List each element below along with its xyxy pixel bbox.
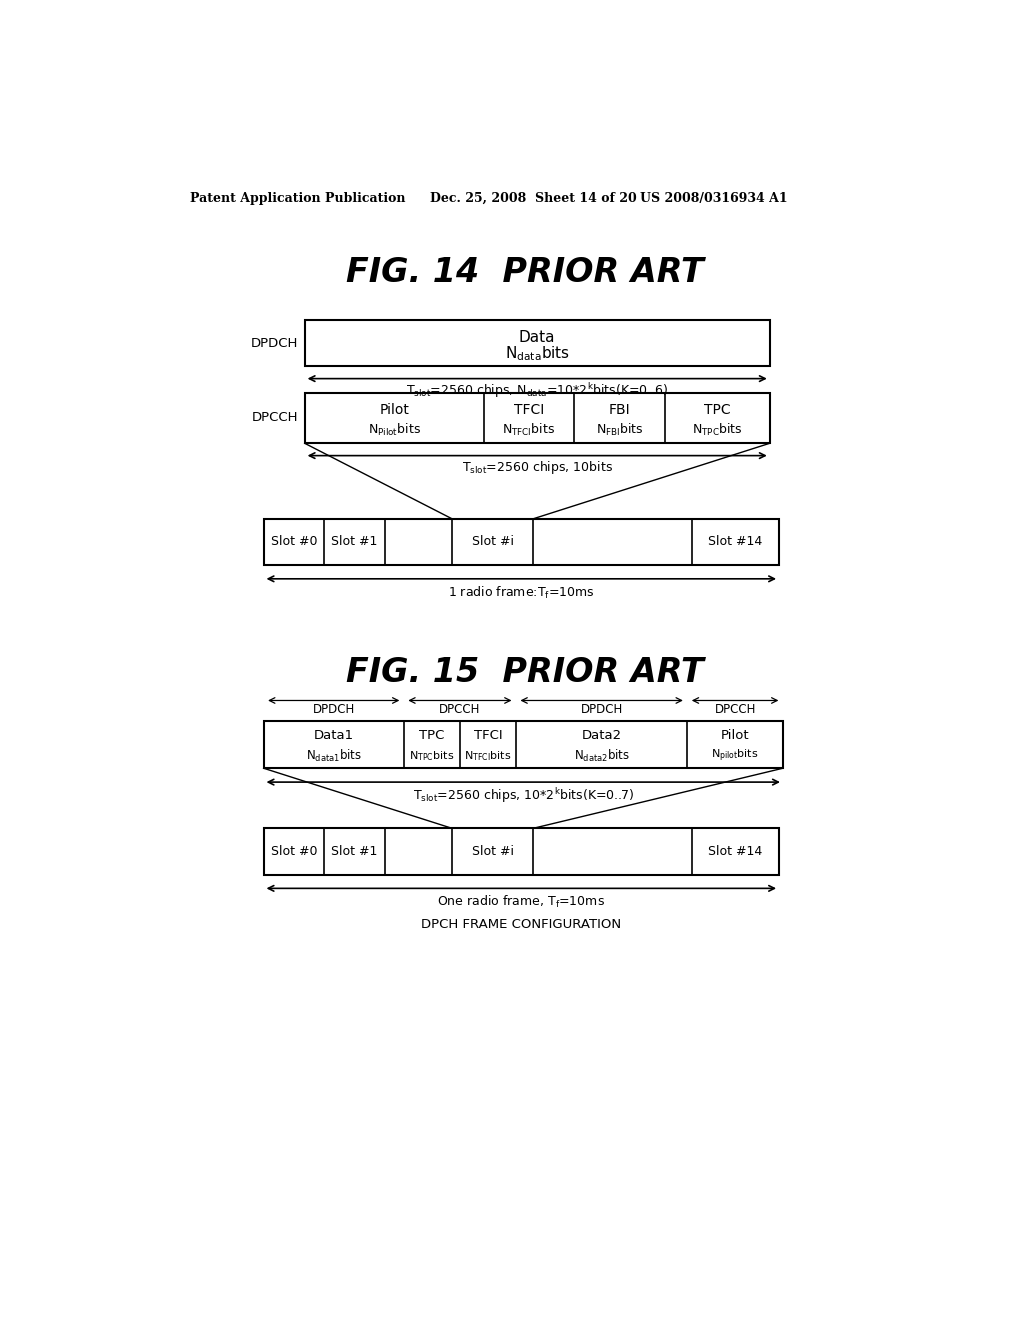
- Text: N$_{\mathregular{data2}}$bits: N$_{\mathregular{data2}}$bits: [573, 748, 630, 764]
- Text: FBI: FBI: [609, 403, 631, 417]
- Text: Slot #i: Slot #i: [472, 536, 514, 548]
- Text: T$_{\mathregular{slot}}$=2560 chips, 10bits: T$_{\mathregular{slot}}$=2560 chips, 10b…: [462, 459, 612, 477]
- Text: N$_{\mathregular{FBI}}$bits: N$_{\mathregular{FBI}}$bits: [596, 422, 643, 438]
- Text: DPCH FRAME CONFIGURATION: DPCH FRAME CONFIGURATION: [421, 917, 622, 931]
- Text: 1 radio frame:T$_{\mathregular{f}}$=10ms: 1 radio frame:T$_{\mathregular{f}}$=10ms: [447, 585, 595, 601]
- Text: Data: Data: [519, 330, 555, 345]
- Text: FIG. 15  PRIOR ART: FIG. 15 PRIOR ART: [346, 656, 703, 689]
- Text: FIG. 14  PRIOR ART: FIG. 14 PRIOR ART: [346, 256, 703, 289]
- Text: Slot #14: Slot #14: [709, 536, 763, 548]
- Text: Data2: Data2: [582, 730, 622, 742]
- Text: N$_{\mathregular{TFCI}}$bits: N$_{\mathregular{TFCI}}$bits: [464, 748, 512, 763]
- Text: Slot #i: Slot #i: [472, 845, 514, 858]
- Bar: [305, 393, 770, 444]
- Bar: [263, 519, 779, 565]
- Text: TPC: TPC: [419, 730, 444, 742]
- Text: Data1: Data1: [313, 730, 353, 742]
- Text: N$_{\mathregular{TFCI}}$bits: N$_{\mathregular{TFCI}}$bits: [503, 422, 556, 438]
- Bar: [263, 721, 783, 768]
- Text: DPCCH: DPCCH: [252, 412, 299, 425]
- Text: N$_{\mathregular{data}}$bits: N$_{\mathregular{data}}$bits: [505, 345, 569, 363]
- Text: DPDCH: DPDCH: [251, 337, 299, 350]
- Text: TFCI: TFCI: [474, 730, 502, 742]
- Text: DPCCH: DPCCH: [715, 704, 756, 717]
- Text: T$_{\mathregular{slot}}$=2560 chips, N$_{\mathregular{data}}$=10*2$^{\mathregula: T$_{\mathregular{slot}}$=2560 chips, N$_…: [406, 381, 669, 400]
- Text: Patent Application Publication: Patent Application Publication: [190, 191, 406, 205]
- Text: Slot #0: Slot #0: [270, 845, 317, 858]
- Text: Slot #14: Slot #14: [709, 845, 763, 858]
- Text: TFCI: TFCI: [514, 403, 544, 417]
- Text: N$_{\mathregular{TPC}}$bits: N$_{\mathregular{TPC}}$bits: [692, 422, 742, 438]
- Text: Slot #1: Slot #1: [331, 845, 378, 858]
- Text: Pilot: Pilot: [379, 403, 410, 417]
- Text: Pilot: Pilot: [721, 730, 750, 742]
- Text: N$_{\mathregular{pilot}}$bits: N$_{\mathregular{pilot}}$bits: [712, 747, 759, 764]
- Text: One radio frame, T$_{\mathregular{f}}$=10ms: One radio frame, T$_{\mathregular{f}}$=1…: [437, 894, 605, 911]
- Text: N$_{\mathregular{data1}}$bits: N$_{\mathregular{data1}}$bits: [306, 748, 361, 764]
- Bar: [263, 829, 779, 875]
- Text: N$_{\mathregular{TPC}}$bits: N$_{\mathregular{TPC}}$bits: [410, 748, 455, 763]
- Text: DPDCH: DPDCH: [581, 704, 623, 717]
- Text: T$_{\mathregular{slot}}$=2560 chips, 10*2$^{\mathregular{k}}$bits(K=0..7): T$_{\mathregular{slot}}$=2560 chips, 10*…: [413, 785, 634, 805]
- Text: DPDCH: DPDCH: [312, 704, 355, 717]
- Text: US 2008/0316934 A1: US 2008/0316934 A1: [640, 191, 787, 205]
- Text: DPCCH: DPCCH: [439, 704, 480, 717]
- Text: Slot #1: Slot #1: [331, 536, 378, 548]
- Text: N$_{\mathregular{Pilot}}$bits: N$_{\mathregular{Pilot}}$bits: [368, 422, 421, 438]
- Text: Dec. 25, 2008  Sheet 14 of 20: Dec. 25, 2008 Sheet 14 of 20: [430, 191, 637, 205]
- Bar: [305, 321, 770, 367]
- Text: TPC: TPC: [705, 403, 731, 417]
- Text: Slot #0: Slot #0: [270, 536, 317, 548]
